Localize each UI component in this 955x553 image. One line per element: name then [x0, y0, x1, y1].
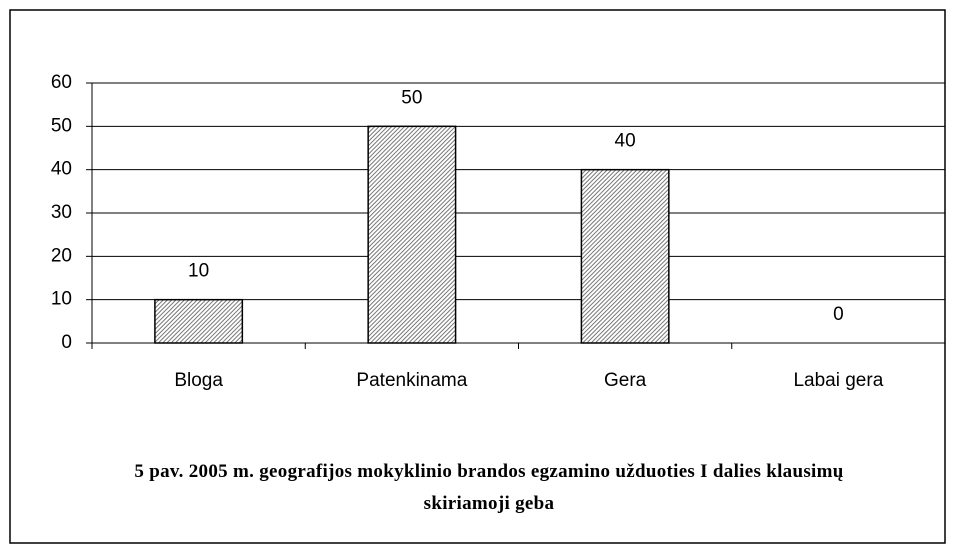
- y-tick-label: 10: [51, 289, 72, 310]
- x-tick-label: Bloga: [174, 370, 223, 391]
- frame: [9, 9, 946, 544]
- y-tick-label: 50: [51, 115, 72, 136]
- data-label: 50: [401, 87, 422, 108]
- bar: [580, 168, 670, 344]
- x-tick-label: Gera: [604, 370, 647, 391]
- caption: 5 pav. 2005 m. geografijos mokyklinio br…: [134, 461, 844, 514]
- x-tick-label: Patenkinama: [356, 370, 467, 391]
- data-label: 40: [615, 131, 636, 152]
- y-tick-label: 20: [51, 245, 72, 266]
- x-tick-label: Labai gera: [793, 370, 883, 391]
- data-label: 10: [188, 261, 209, 282]
- y-tick-label: 40: [51, 159, 72, 180]
- bar: [367, 125, 457, 344]
- y-tick-label: 30: [51, 202, 72, 223]
- y-tick-label: 60: [51, 72, 72, 93]
- data-label: 0: [833, 304, 844, 325]
- bar: [154, 298, 244, 344]
- y-tick-label: 0: [61, 332, 72, 353]
